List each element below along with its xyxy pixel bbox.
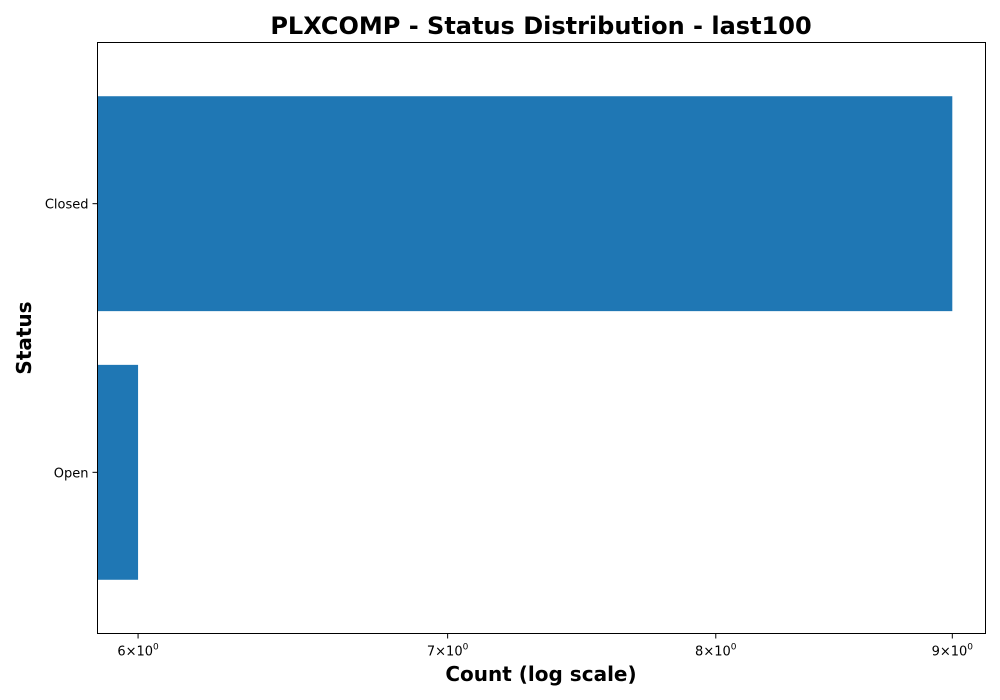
x-tick-label: 9×100: [932, 643, 974, 660]
x-axis-label: Count (log scale): [445, 662, 636, 686]
bar-closed: [97, 96, 953, 312]
y-tick-label: Closed: [45, 198, 89, 213]
x-tick-label: 7×100: [427, 643, 469, 660]
bars: [97, 96, 953, 580]
y-axis-label: Status: [12, 301, 36, 374]
x-axis-ticks: 6×100 7×100 8×100 9×100: [117, 633, 974, 660]
bar-open: [97, 364, 139, 580]
y-tick-label: Open: [54, 466, 89, 481]
plot-frame: [97, 42, 986, 634]
y-axis-ticks: Closed Open: [45, 198, 98, 481]
chart-title: PLXCOMP - Status Distribution - last100: [270, 12, 811, 40]
x-tick-label: 6×100: [117, 643, 159, 660]
x-tick-label: 8×100: [695, 643, 737, 660]
